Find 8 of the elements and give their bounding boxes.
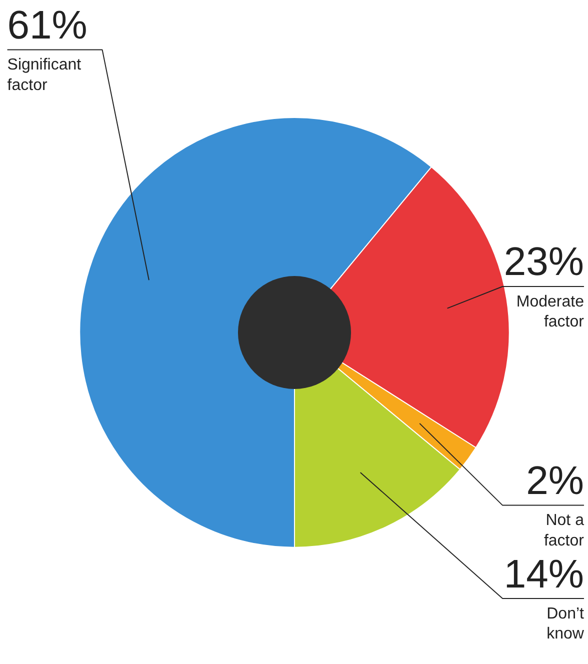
data-label: 2%: [526, 459, 584, 504]
slice-label: Significant factor: [7, 56, 82, 94]
slice-label: Moderate factor: [516, 293, 585, 331]
data-label: 23%: [504, 240, 584, 284]
slice-label: Not a factor: [544, 512, 585, 550]
data-label: 14%: [504, 552, 584, 596]
slice-label: Don’t know: [546, 605, 585, 643]
data-label: 61%: [7, 4, 88, 48]
